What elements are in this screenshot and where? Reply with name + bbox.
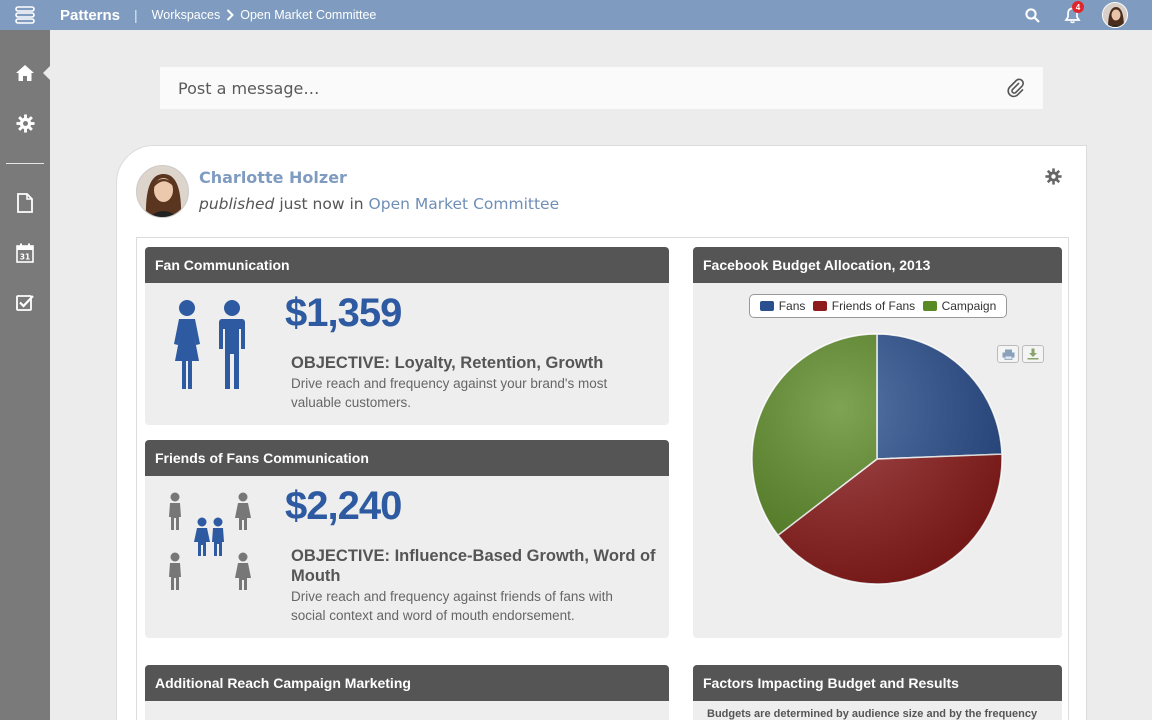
friends-objective: OBJECTIVE: Influence-Based Growth, Word …	[291, 547, 656, 585]
calendar-icon: 31	[16, 243, 34, 263]
legend-swatch	[759, 301, 774, 311]
legend-swatch	[812, 301, 827, 311]
pie-slice-fans[interactable]	[876, 333, 1003, 460]
legend-label: Fans	[778, 299, 806, 313]
checkbox-icon	[15, 295, 34, 311]
panel-title: Additional Reach Campaign Marketing	[145, 665, 669, 701]
pie-chart	[751, 333, 1003, 585]
chevron-right-icon	[226, 9, 235, 21]
legend-item[interactable]: Friends of Fans	[812, 299, 916, 313]
document-icon	[17, 193, 33, 213]
post-content: Fan Communication $1,359 OBJECTIVE: Loya…	[136, 237, 1069, 720]
sidebar-item-settings[interactable]	[0, 103, 50, 143]
post-card: Charlotte Holzer published just now in O…	[116, 145, 1087, 720]
author-avatar[interactable]	[136, 165, 189, 218]
divider: |	[134, 7, 138, 23]
menu-icon[interactable]	[0, 0, 50, 30]
chart-legend: Fans Friends of Fans Campaign	[749, 294, 1007, 318]
sidebar-item-calendar[interactable]: 31	[0, 233, 50, 273]
sidebar: 31	[0, 30, 50, 720]
fan-communication-panel: Fan Communication $1,359 OBJECTIVE: Loya…	[145, 247, 669, 425]
friends-of-fans-panel: Friends of Fans Communication $2,240 OBJ…	[145, 440, 669, 638]
breadcrumb-current[interactable]: Open Market Committee	[240, 8, 377, 22]
sidebar-divider	[6, 163, 44, 164]
legend-item[interactable]: Campaign	[922, 299, 997, 313]
legend-swatch	[922, 301, 937, 311]
chart-title: Facebook Budget Allocation, 2013	[693, 247, 1062, 283]
svg-text:31: 31	[20, 253, 30, 262]
factors-panel: Factors Impacting Budget and Results Bud…	[693, 665, 1062, 720]
post-action: published	[199, 195, 275, 213]
post-time: just now in	[279, 195, 364, 213]
post-meta: published just now in Open Market Commit…	[199, 195, 559, 213]
post-message-input[interactable]	[178, 78, 1007, 98]
user-avatar[interactable]	[1102, 2, 1128, 28]
notification-badge: 4	[1072, 1, 1084, 13]
legend-label: Friends of Fans	[831, 299, 916, 313]
legend-item[interactable]: Fans	[759, 299, 806, 313]
sidebar-item-documents[interactable]	[0, 183, 50, 223]
active-indicator	[43, 66, 50, 80]
chart-toolbar	[997, 345, 1044, 363]
post-author[interactable]: Charlotte Holzer	[199, 168, 347, 187]
panel-title: Factors Impacting Budget and Results	[693, 665, 1062, 701]
print-chart-button[interactable]	[997, 345, 1019, 363]
top-bar: Patterns | Workspaces Open Market Commit…	[0, 0, 1152, 30]
home-icon	[16, 65, 34, 81]
panel-title: Fan Communication	[145, 247, 669, 283]
additional-reach-panel: Additional Reach Campaign Marketing	[145, 665, 669, 720]
couple-people-icon	[174, 300, 245, 389]
panel-title: Friends of Fans Communication	[145, 440, 669, 476]
post-options-gear-icon[interactable]	[1045, 168, 1062, 190]
sidebar-item-tasks[interactable]	[0, 283, 50, 323]
fan-amount: $1,359	[285, 291, 402, 335]
gear-icon	[15, 113, 35, 133]
paperclip-icon[interactable]	[1007, 78, 1025, 98]
people-network-icon	[169, 492, 251, 590]
brand-name[interactable]: Patterns	[60, 6, 121, 24]
download-icon	[1027, 348, 1039, 360]
post-composer	[160, 67, 1043, 109]
post-workspace-link[interactable]: Open Market Committee	[368, 195, 560, 213]
friends-description: Drive reach and frequency against friend…	[291, 589, 613, 623]
factors-text: Budgets are determined by audience size …	[707, 708, 1038, 720]
sidebar-item-home[interactable]	[0, 53, 50, 93]
export-chart-button[interactable]	[1022, 345, 1044, 363]
friends-amount: $2,240	[285, 484, 402, 528]
breadcrumb-root[interactable]: Workspaces	[151, 8, 221, 22]
search-icon[interactable]	[1012, 0, 1052, 30]
fan-description: Drive reach and frequency against your b…	[291, 376, 608, 410]
notifications-button[interactable]: 4	[1052, 0, 1092, 30]
legend-label: Campaign	[941, 299, 997, 313]
fan-objective: OBJECTIVE: Loyalty, Retention, Growth	[291, 354, 604, 372]
printer-icon	[1002, 349, 1014, 360]
budget-chart-panel: Facebook Budget Allocation, 2013 Fans Fri…	[693, 247, 1062, 638]
